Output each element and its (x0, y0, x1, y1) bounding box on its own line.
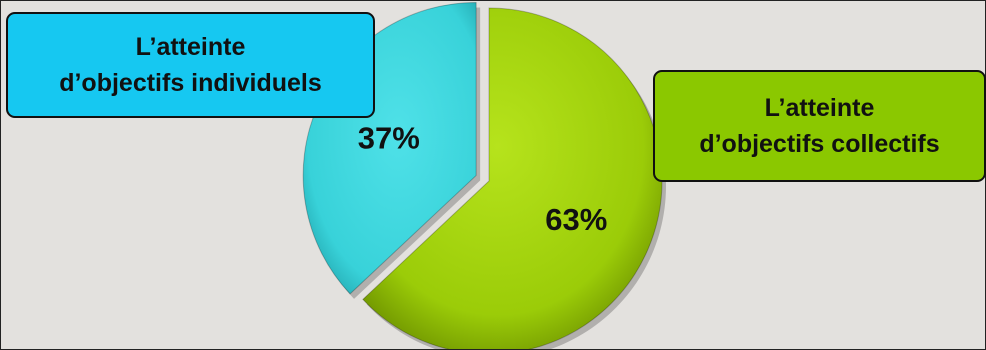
label-individuels: L’atteinte d’objectifs individuels (6, 12, 375, 118)
label-collectifs: L’atteinte d’objectifs collectifs (653, 70, 986, 182)
value-label-individuels: 37% (358, 121, 420, 156)
value-label-collectifs: 63% (545, 202, 607, 237)
pie-slice-collectifs (362, 7, 663, 349)
